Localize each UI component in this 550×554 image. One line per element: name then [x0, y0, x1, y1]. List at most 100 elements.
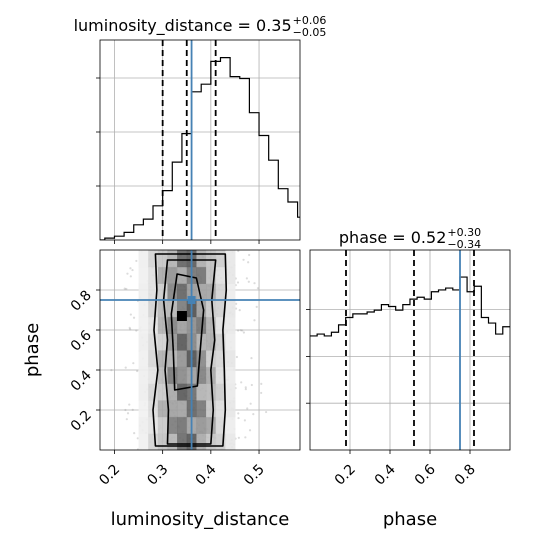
jt-ytick-label-2: 0.6 [68, 327, 95, 354]
jt-density-cell [177, 300, 188, 318]
jt-point [256, 287, 260, 290]
jt-density-cell [196, 266, 207, 284]
jt-density-cell [148, 283, 159, 301]
jt-density-cell [177, 400, 188, 418]
jt-density-cell [157, 300, 168, 318]
jt-density-cell [225, 250, 236, 268]
jt-density-cell [225, 333, 236, 351]
jt-density-cell [148, 333, 159, 351]
jt-density-cell [206, 266, 217, 284]
jt-density-cell [138, 333, 149, 351]
phase-xlabel: phase [383, 509, 437, 530]
jt-density-cell [225, 366, 236, 384]
jt-point [260, 382, 263, 386]
jt-density-cell [206, 350, 217, 368]
jt-density-cell [167, 383, 178, 401]
jt-density-cell [206, 333, 217, 351]
jt-density-cell [196, 400, 207, 418]
jt-point [241, 329, 244, 332]
ld-marginal-histogram [100, 57, 300, 240]
jt-truth-marker [187, 296, 196, 304]
joint-panel: 0.2 0.3 0.4 0.5 0.2 0.4 0.6 0.8 luminosity_dist… [22, 249, 301, 530]
jt-point [255, 305, 258, 308]
jt-density-cell [167, 433, 178, 450]
jt-contour-outer [152, 253, 228, 447]
jt-density-cell [215, 350, 226, 368]
jt-ytick-label-0: 0.2 [68, 408, 95, 435]
jt-point [237, 250, 240, 253]
jt-density-cell [157, 383, 168, 401]
jt-point [135, 259, 138, 263]
jt-density-cell [148, 350, 159, 368]
jt-point [123, 287, 126, 290]
ld-marginal-background [100, 40, 300, 240]
jt-density-cell [215, 366, 226, 384]
jt-density-cell [157, 250, 168, 268]
jt-density-cell [196, 433, 207, 450]
jt-density-cell [138, 416, 149, 434]
jt-density-cell [225, 283, 236, 301]
jt-density-cell [177, 366, 188, 384]
ph-xtick-label-2: 0.6 [412, 461, 439, 488]
jt-contour-inner [170, 273, 205, 391]
jt-point [125, 418, 128, 421]
jt-point [236, 329, 240, 332]
jt-point [250, 383, 253, 387]
jt-density-cell [177, 250, 188, 268]
jt-density-cell [138, 266, 149, 284]
jt-density-cell [148, 383, 159, 401]
jt-point [250, 357, 253, 360]
jt-point [124, 366, 127, 369]
jt-point [128, 326, 131, 329]
jt-point [247, 261, 250, 264]
jt-density-cell [177, 316, 188, 334]
jt-xtick-label-2: 0.4 [193, 461, 220, 488]
jt-density-cell [215, 283, 226, 301]
ph-xtick-label-3: 0.8 [452, 462, 479, 489]
phase-marginal-grid [310, 250, 510, 450]
jt-point [260, 391, 263, 395]
jt-density-cell [206, 283, 217, 301]
jt-point [133, 432, 136, 435]
jt-point [135, 329, 138, 332]
phase-marginal-panel: 0.2 0.4 0.6 0.8 phase = 0.52+0.30 −0.34 phas… [306, 226, 511, 530]
jt-point [242, 258, 245, 261]
jt-density-cell [225, 383, 236, 401]
jt-density-cell [157, 283, 168, 301]
jt-density-cell [167, 416, 178, 434]
jt-point [129, 275, 132, 278]
jt-point [136, 369, 139, 373]
jt-density-cell [215, 400, 226, 418]
jt-density-cell [177, 416, 188, 434]
jt-density-cell [167, 350, 178, 368]
jt-density-cell [138, 433, 149, 450]
jt-point [242, 331, 245, 334]
jt-point [237, 436, 240, 439]
jt-density-cell [167, 266, 178, 284]
jt-density-cell [157, 266, 168, 284]
jt-density-cell [177, 433, 188, 450]
joint-xlabel: luminosity_distance [111, 509, 290, 530]
jt-point [249, 402, 252, 405]
jt-density-cell [225, 316, 236, 334]
jt-density-cell [196, 300, 207, 318]
jt-density-cell [138, 350, 149, 368]
joint-truth-crosshair [100, 250, 300, 450]
ld-histogram-line [100, 57, 300, 240]
jt-density-cell [196, 383, 207, 401]
jt-point [125, 287, 128, 291]
joint-ylabel: phase [22, 323, 43, 377]
jt-density-cell [167, 250, 178, 268]
jt-density-cell [167, 283, 178, 301]
jt-density-cell [167, 366, 178, 384]
jt-point [243, 419, 246, 422]
jt-density-cell [148, 266, 159, 284]
ld-marginal-title: luminosity_distance = 0.35+0.06 −0.05 [74, 14, 327, 39]
jt-point [245, 277, 248, 280]
ld-marginal-ticks [96, 77, 260, 244]
jt-density-cell [225, 416, 236, 434]
jt-point [129, 267, 132, 270]
jt-density-cell [148, 366, 159, 384]
